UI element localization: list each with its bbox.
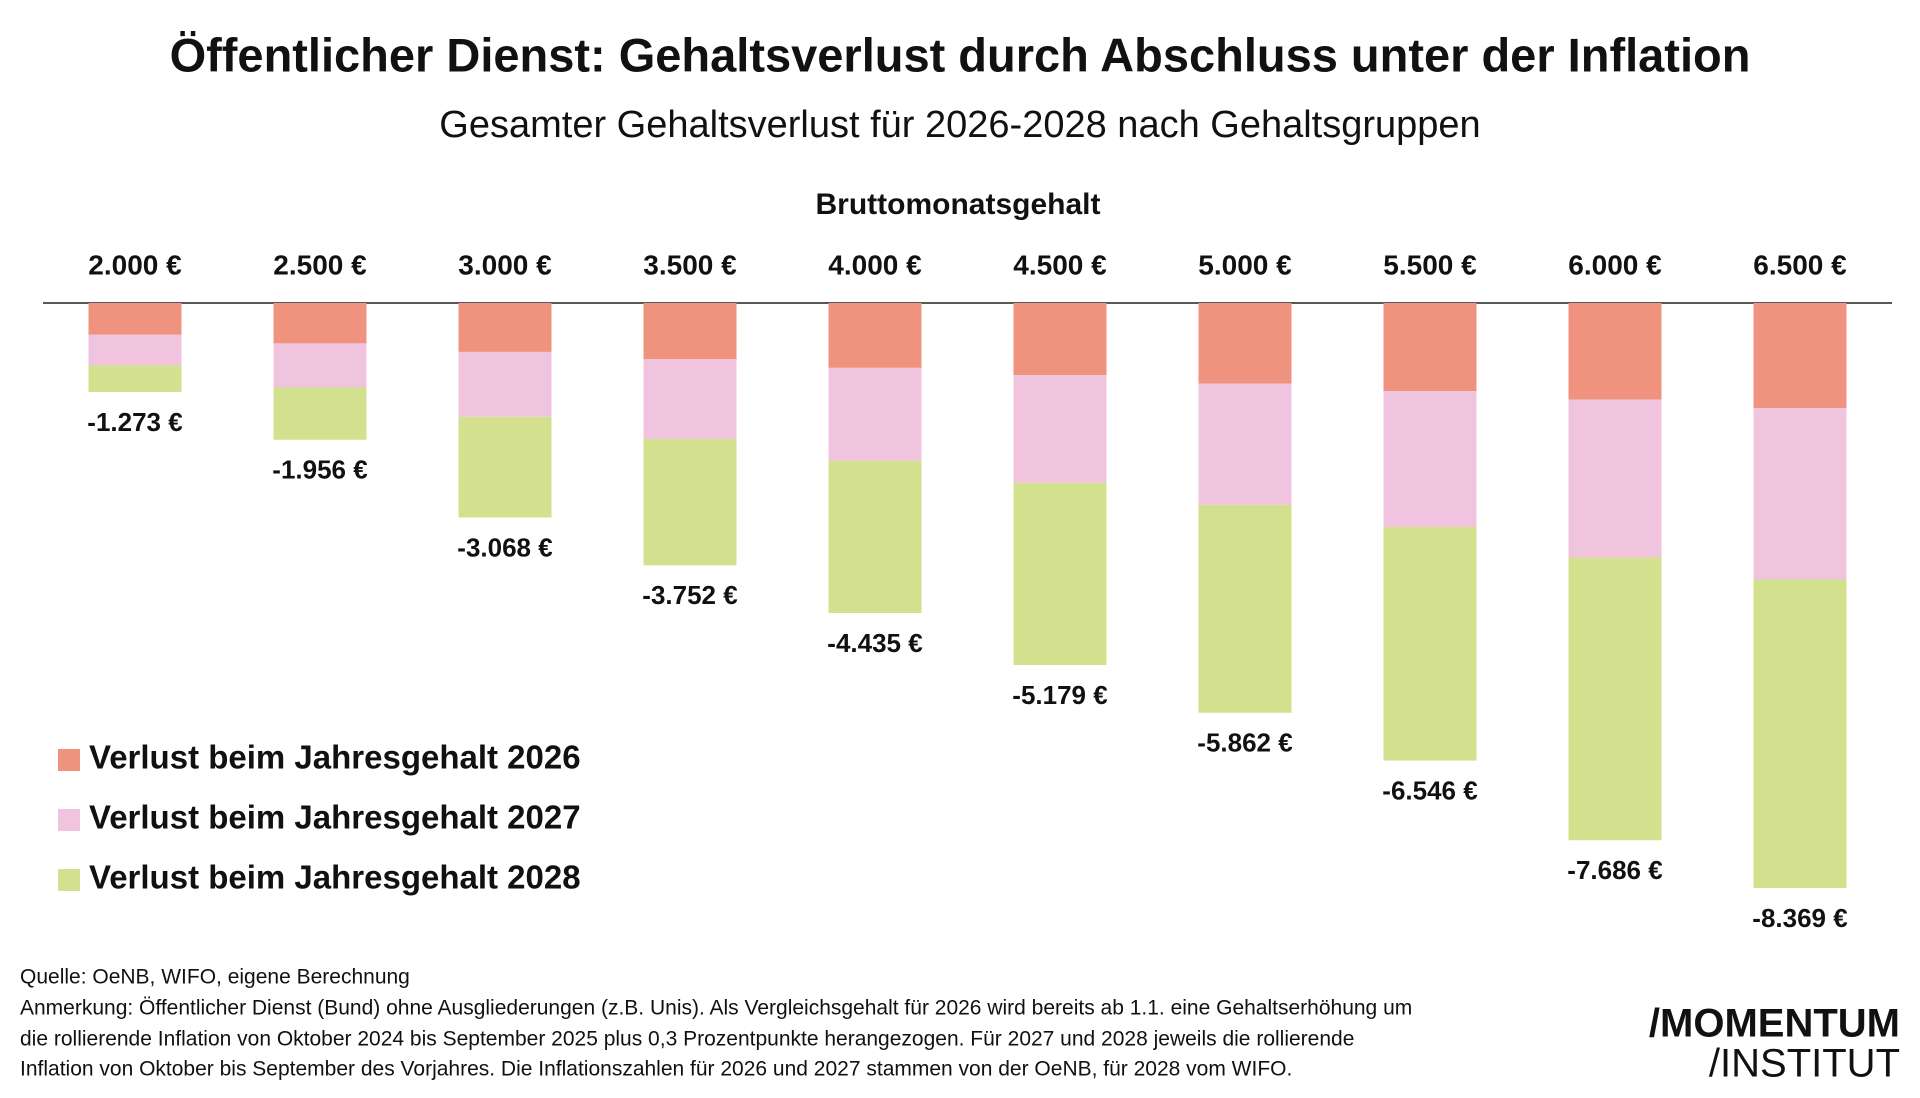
legend-swatch [58, 749, 80, 771]
total-label: -3.068 € [457, 532, 552, 562]
bar-segment [1568, 557, 1662, 841]
bar-segment [1198, 504, 1292, 713]
x-tick-label: 5.000 € [1198, 249, 1292, 280]
bar-segment [1383, 526, 1477, 761]
legend-label: Verlust beim Jahresgehalt 2028 [89, 859, 581, 896]
x-tick-label: 2.500 € [273, 249, 367, 280]
bar-segment [1753, 303, 1847, 409]
chart-title: Öffentlicher Dienst: Gehaltsverlust durc… [170, 28, 1751, 81]
x-tick-label: 4.000 € [828, 249, 922, 280]
bar-segment [1013, 482, 1107, 666]
x-tick-label: 6.000 € [1568, 249, 1662, 280]
total-label: -7.686 € [1567, 855, 1662, 885]
x-axis-title: Bruttomonatsgehalt [816, 188, 1101, 221]
bar-segment [1013, 303, 1107, 376]
legend-swatch [58, 809, 80, 831]
total-label: -8.369 € [1752, 903, 1847, 933]
bar-segment [458, 416, 552, 518]
x-tick-label: 2.000 € [88, 249, 182, 280]
bar-segment [1383, 391, 1477, 527]
x-tick-label: 6.500 € [1753, 249, 1847, 280]
bar-segment [828, 367, 922, 461]
bar-segment [828, 303, 922, 368]
note-line: Inflation von Oktober bis September des … [20, 1058, 1292, 1081]
bar-segment [1753, 408, 1847, 580]
bar-segment [458, 303, 552, 352]
x-tick-label: 5.500 € [1383, 249, 1477, 280]
bar-segment [273, 387, 367, 440]
x-tick-label: 3.000 € [458, 249, 552, 280]
bar-segment [828, 460, 922, 614]
total-label: -5.862 € [1197, 728, 1292, 758]
bar-segment [88, 365, 182, 392]
bar-segment [1753, 579, 1847, 888]
bar-segment [643, 359, 737, 439]
legend-label: Verlust beim Jahresgehalt 2027 [89, 799, 581, 836]
total-label: -6.546 € [1382, 775, 1477, 805]
total-label: -5.179 € [1012, 680, 1107, 710]
logo: /INSTITUT [1709, 1042, 1900, 1086]
bar-segment [88, 334, 182, 366]
total-label: -3.752 € [642, 580, 737, 610]
total-label: -1.956 € [272, 455, 367, 485]
x-tick-label: 3.500 € [643, 249, 737, 280]
bar-segment [1568, 399, 1662, 558]
chart-subtitle: Gesamter Gehaltsverlust für 2026-2028 na… [439, 104, 1480, 146]
x-tick-label: 4.500 € [1013, 249, 1107, 280]
bar-segment [273, 303, 367, 344]
note-line: die rollierende Inflation von Oktober 20… [20, 1028, 1354, 1051]
bar-segment [1383, 303, 1477, 392]
bar-segment [1198, 383, 1292, 505]
bar-segment [643, 438, 737, 566]
bar-segment [273, 343, 367, 388]
total-label: -4.435 € [827, 628, 922, 658]
bar-segment [1013, 375, 1107, 483]
source: Quelle: OeNB, WIFO, eigene Berechnung [20, 966, 410, 989]
note-line: Anmerkung: Öffentlicher Dienst (Bund) oh… [20, 997, 1412, 1020]
logo: /MOMENTUM [1649, 1002, 1900, 1046]
bar-segment [643, 303, 737, 360]
bar-segment [1568, 303, 1662, 400]
bar-segment [88, 303, 182, 335]
bar-segment [458, 351, 552, 417]
total-label: -1.273 € [87, 407, 182, 437]
legend-label: Verlust beim Jahresgehalt 2026 [89, 739, 581, 776]
bar-segment [1198, 303, 1292, 384]
legend-swatch [58, 869, 80, 891]
